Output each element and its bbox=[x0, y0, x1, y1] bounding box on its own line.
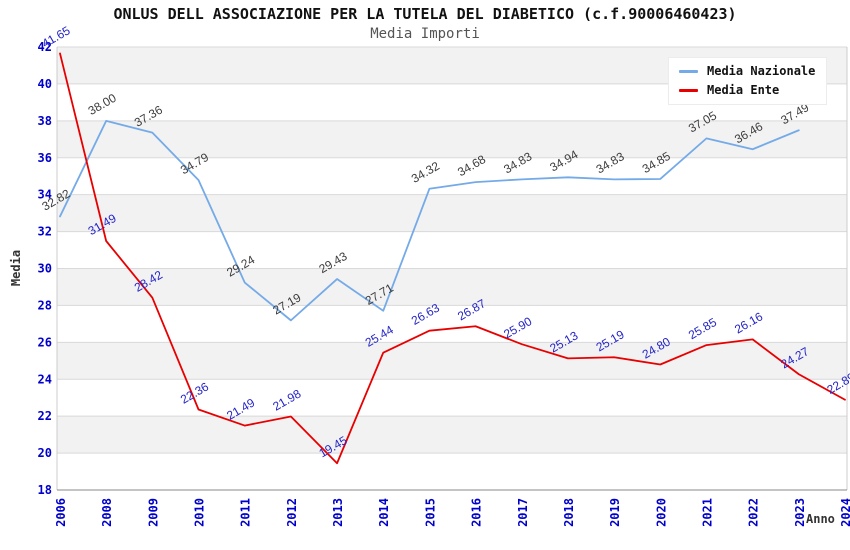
x-tick-label: 2011 bbox=[239, 498, 253, 527]
y-tick-label: 22 bbox=[38, 409, 52, 423]
chart-subtitle: Media Importi bbox=[370, 26, 480, 42]
data-label: 26.16 bbox=[732, 309, 765, 336]
x-tick-label: 2018 bbox=[562, 498, 576, 527]
data-label: 25.90 bbox=[501, 314, 534, 341]
x-tick-label: 2013 bbox=[331, 498, 345, 527]
data-label: 38.00 bbox=[86, 91, 119, 118]
data-label: 41.65 bbox=[39, 23, 72, 50]
y-tick-label: 38 bbox=[38, 114, 52, 128]
legend: Media Nazionale Media Ente bbox=[668, 57, 828, 105]
background-band bbox=[57, 268, 847, 306]
data-label: 21.98 bbox=[270, 386, 303, 413]
y-tick-label: 18 bbox=[38, 483, 52, 497]
data-label: 22.36 bbox=[178, 379, 211, 406]
legend-item-media-ente: Media Ente bbox=[679, 83, 815, 97]
data-label: 34.32 bbox=[409, 159, 442, 186]
x-tick-label: 2016 bbox=[470, 498, 484, 527]
background-band bbox=[57, 194, 847, 232]
data-label: 25.85 bbox=[686, 315, 719, 342]
x-tick-label: 2012 bbox=[285, 498, 299, 527]
x-tick-label: 2024 bbox=[839, 498, 850, 527]
legend-label-media-nazionale: Media Nazionale bbox=[707, 64, 816, 78]
x-tick-label: 2015 bbox=[423, 498, 437, 527]
series-line-media-nazionale bbox=[59, 119, 800, 322]
y-tick-label: 40 bbox=[38, 77, 52, 91]
legend-swatch-media-ente-icon bbox=[679, 88, 698, 92]
x-tick-label: 2010 bbox=[193, 498, 207, 527]
background-band bbox=[57, 120, 847, 158]
legend-item-media-nazionale: Media Nazionale bbox=[679, 64, 815, 78]
chart-title: ONLUS DELL ASSOCIAZIONE PER LA TUTELA DE… bbox=[113, 5, 737, 23]
y-tick-label: 28 bbox=[38, 298, 52, 312]
y-axis-title: Media bbox=[9, 249, 23, 287]
y-tick-label: 36 bbox=[38, 151, 52, 165]
x-tick-label: 2020 bbox=[654, 498, 668, 527]
y-tick-label: 32 bbox=[38, 225, 52, 239]
legend-label-media-ente: Media Ente bbox=[707, 83, 780, 97]
x-tick-label: 2008 bbox=[100, 498, 114, 527]
background-band bbox=[57, 342, 847, 380]
x-tick-label: 2006 bbox=[54, 498, 68, 527]
x-tick-label: 2023 bbox=[793, 498, 807, 527]
x-tick-label: 2022 bbox=[747, 498, 761, 527]
y-tick-label: 20 bbox=[38, 446, 52, 460]
series-line-media-ente bbox=[59, 52, 846, 465]
x-tick-label: 2009 bbox=[146, 498, 160, 527]
x-tick-label: 2021 bbox=[700, 498, 714, 527]
y-tick-label: 26 bbox=[38, 335, 52, 349]
y-tick-label: 24 bbox=[38, 372, 52, 386]
y-tick-label: 30 bbox=[38, 262, 52, 276]
y-tick-label: 34 bbox=[38, 188, 52, 202]
y-tick-label: 42 bbox=[38, 40, 52, 54]
x-tick-label: 2017 bbox=[516, 498, 530, 527]
legend-swatch-media-nazionale-icon bbox=[679, 69, 698, 73]
x-tick-label: 2014 bbox=[377, 498, 391, 527]
background-band bbox=[57, 416, 847, 454]
x-tick-label: 2019 bbox=[608, 498, 622, 527]
x-axis-title: Anno bbox=[806, 512, 835, 526]
